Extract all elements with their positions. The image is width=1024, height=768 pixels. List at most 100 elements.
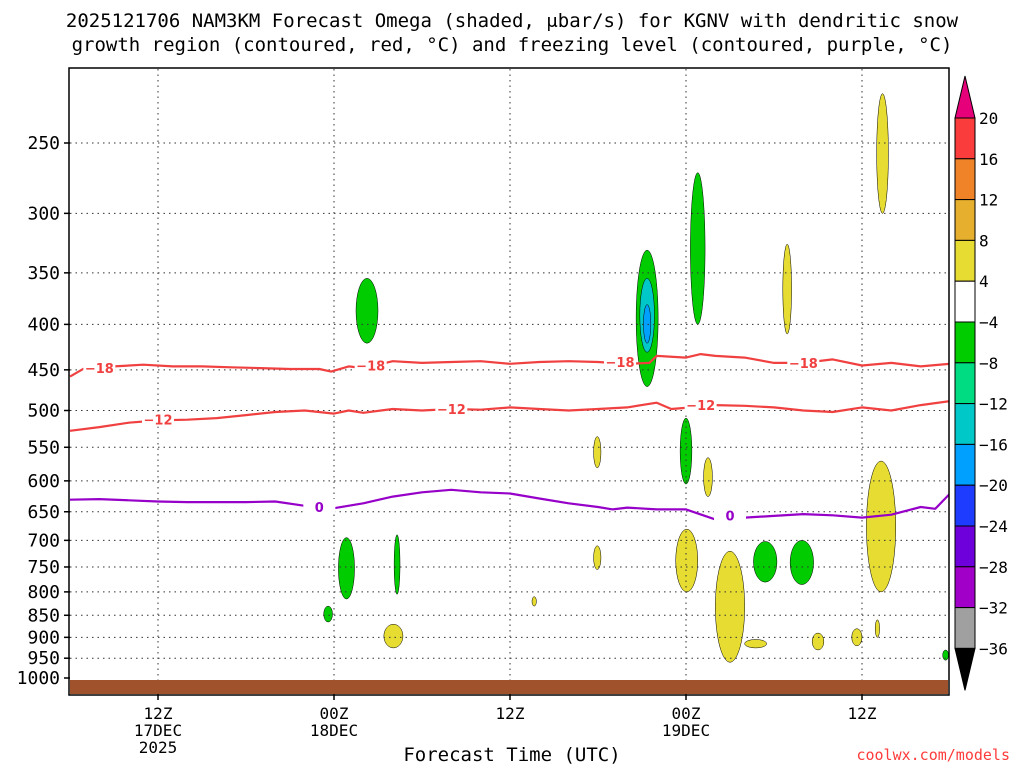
omega-region-b1 [643, 304, 652, 344]
contour-label-bg-minus18-3 [787, 354, 820, 370]
y-tick-label-600: 600 [27, 471, 60, 492]
y-tick-label-1000: 1000 [17, 668, 60, 689]
y-tick-label-400: 400 [27, 314, 60, 335]
x-tick-label-18-0: 00Z [320, 704, 349, 723]
chart-title-line-1: 2025121706 NAM3KM Forecast Omega (shaded… [65, 10, 959, 32]
omega-region-g3 [355, 278, 379, 344]
y-tick-label-550: 550 [27, 437, 60, 458]
contour-freezing [69, 488, 949, 521]
omega-region-y9 [715, 550, 745, 663]
colorbar-label-5: −4 [979, 313, 998, 332]
colorbar-swatch-7 [954, 403, 976, 445]
contour-label-bg-minus12-1 [435, 400, 468, 416]
colorbar-label-4: 4 [979, 272, 989, 291]
omega-region-y1 [876, 93, 889, 214]
contour-minus18 [69, 353, 949, 378]
chart-title-line-2: growth region (contoured, red, °C) and f… [71, 34, 953, 56]
omega-region-g7 [393, 534, 401, 595]
colorbar-label-0: 20 [979, 109, 998, 128]
colorbar-swatch-11 [954, 566, 976, 609]
y-tick-label-900: 900 [27, 627, 60, 648]
colorbar-label-1: 16 [979, 150, 998, 169]
colorbar-label-6: −8 [979, 354, 998, 373]
colorbar-label-8: −16 [979, 435, 1008, 454]
x-tick-label-30-0: 12Z [496, 704, 525, 723]
contour-label-bg-freezing-1 [714, 507, 746, 523]
colorbar-swatch-2 [954, 199, 976, 241]
contour-label-minus18-3: −18 [789, 357, 818, 372]
x-tick-label-6-1: 17DEC [134, 721, 182, 740]
contour-label-bg-freezing-0 [303, 498, 336, 514]
colorbar-label-13: −36 [979, 639, 1008, 658]
contour-label-freezing-0: 0 [315, 501, 324, 516]
x-tick-label-6-2: 2025 [139, 738, 178, 757]
colorbar-swatch-6 [954, 362, 976, 405]
colorbar-swatch-12 [954, 607, 976, 649]
omega-region-y4 [593, 436, 602, 469]
colorbar-label-11: −28 [979, 558, 1008, 577]
colorbar-label-9: −20 [979, 476, 1008, 495]
contour-label-minus18-2: −18 [606, 356, 635, 371]
ground-bar [70, 680, 948, 694]
contour-label-minus12-2: −12 [686, 399, 715, 414]
omega-region-y7 [531, 596, 537, 607]
x-tick-label-6-0: 12Z [144, 704, 173, 723]
x-axis-label: Forecast Time (UTC) [403, 744, 621, 766]
colorbar-swatch-8 [954, 443, 976, 486]
omega-region-g5 [338, 537, 355, 600]
omega-region-g2 [690, 172, 706, 325]
contour-label-minus18-1: −18 [356, 360, 385, 375]
colorbar-swatch-1 [954, 158, 976, 201]
contour-label-minus12-0: −12 [144, 414, 173, 429]
omega-region-y15 [874, 619, 880, 638]
colorbar-label-2: 12 [979, 191, 998, 210]
y-tick-label-750: 750 [27, 557, 60, 578]
y-tick-label-500: 500 [27, 401, 60, 422]
contour-label-minus12-1: −12 [437, 403, 466, 418]
colorbar-swatch-9 [954, 484, 976, 527]
y-tick-label-700: 700 [27, 530, 60, 551]
contour-label-bg-minus18-2 [604, 354, 636, 370]
colorbar-triangle-bottom [954, 647, 976, 691]
y-tick-label-800: 800 [27, 582, 60, 603]
omega-region-y6 [383, 624, 404, 649]
x-tick-label-42-1: 19DEC [662, 721, 710, 740]
colorbar-swatch-5 [954, 321, 976, 364]
omega-region-g4 [679, 417, 693, 485]
x-tick-label-54-0: 12Z [848, 704, 877, 723]
omega-region-g9 [789, 540, 814, 585]
contour-label-minus18-0: −18 [85, 362, 114, 377]
omega-region-g8 [753, 541, 778, 583]
x-tick-label-42-0: 00Z [672, 704, 701, 723]
credit-text[interactable]: coolwx.com/models [856, 746, 1010, 764]
omega-region-y3 [703, 457, 713, 497]
omega-region-y11 [811, 632, 825, 651]
y-tick-label-300: 300 [27, 203, 60, 224]
colorbar-label-3: 8 [979, 231, 989, 250]
contour-label-bg-minus18-0 [83, 360, 116, 376]
y-tick-label-450: 450 [27, 360, 60, 381]
colorbar-swatch-0 [954, 117, 976, 160]
contour-label-freezing-1: 0 [725, 509, 734, 524]
colorbar-label-12: −32 [979, 599, 1008, 618]
contour-label-bg-minus18-1 [354, 357, 387, 373]
colorbar-swatch-4 [954, 280, 976, 323]
y-tick-label-650: 650 [27, 502, 60, 523]
y-tick-label-850: 850 [27, 605, 60, 626]
colorbar-swatch-10 [954, 525, 976, 568]
colorbar-swatch-3 [954, 239, 976, 282]
colorbar-triangle-top [954, 75, 976, 119]
colorbar-label-7: −12 [979, 395, 1008, 414]
y-tick-label-250: 250 [27, 133, 60, 154]
colorbar-label-10: −24 [979, 517, 1008, 536]
omega-region-y2 [782, 244, 792, 335]
plot-frame [68, 67, 950, 696]
y-tick-label-950: 950 [27, 648, 60, 669]
contour-minus12 [69, 400, 949, 432]
omega-region-g6 [323, 605, 333, 623]
omega-region-y8 [675, 528, 698, 593]
omega-region-y10 [744, 639, 767, 649]
contour-label-bg-minus12-2 [684, 397, 717, 413]
x-tick-label-18-1: 18DEC [310, 721, 358, 740]
